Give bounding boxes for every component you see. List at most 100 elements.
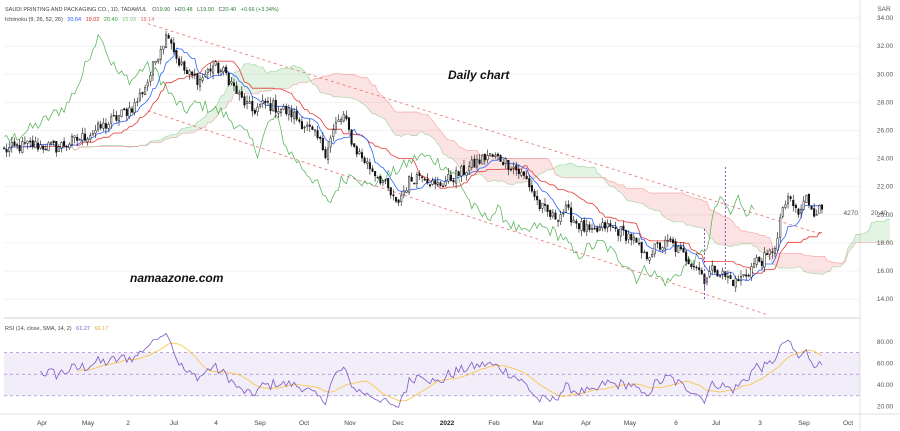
candle-body — [494, 154, 497, 157]
cloud-segment — [589, 166, 593, 178]
cloud-segment — [458, 146, 462, 170]
price-tick-label: 24.00 — [877, 156, 894, 163]
cloud-segment — [811, 255, 815, 274]
cloud-segment — [727, 217, 731, 247]
cloud-segment — [304, 71, 308, 83]
candle-body — [577, 223, 580, 230]
candle-body — [415, 174, 418, 184]
cloud-segment — [450, 140, 454, 160]
candle-body — [507, 160, 510, 170]
cloud-segment — [388, 101, 391, 129]
cloud-segment — [390, 105, 394, 133]
candle-body — [405, 190, 408, 193]
cloud-segment — [542, 158, 545, 174]
cloud-segment — [594, 167, 598, 178]
cloud-segment — [884, 219, 888, 243]
cloud-segment — [822, 256, 825, 275]
candle-body — [400, 195, 403, 202]
candle-body — [232, 82, 236, 87]
time-tick-label: Oct — [299, 420, 309, 427]
ichimoku-legend-label: Ichimoku (9, 26, 52, 26) — [5, 17, 63, 23]
candle-body — [789, 196, 792, 199]
candle-body — [457, 171, 460, 177]
cloud-segment — [759, 234, 762, 252]
candle-body — [590, 228, 594, 230]
candle-body — [604, 222, 607, 229]
candle-body — [358, 151, 361, 154]
ichimoku-lines — [3, 33, 890, 287]
rsi-legend-label: RSI (14, close, SMA, 14, 2) — [5, 326, 72, 332]
candle-body — [133, 102, 136, 113]
price-axis-ticks: 14.00 16.00 18.00 20.00 22.00 24.00 26.00 28.00… — [877, 15, 894, 303]
candle-body — [538, 199, 541, 209]
rsi-legend[interactable]: RSI (14, close, SMA, 14, 2) 61.27 66.17 — [5, 326, 108, 332]
price-tick-label: 34.00 — [877, 15, 894, 22]
candle-body — [567, 204, 570, 208]
cloud-segment — [312, 78, 315, 85]
candle-body — [460, 166, 463, 177]
candle-body — [26, 140, 29, 144]
candle-body — [632, 236, 635, 241]
rsi-tick-label: 60.00 — [877, 360, 894, 367]
cloud-segment — [539, 158, 543, 174]
cloud-segment — [526, 158, 530, 182]
cloud-segment — [432, 120, 436, 140]
candle-body — [379, 176, 382, 184]
candle-body — [708, 271, 711, 277]
cloud-segment — [714, 211, 718, 244]
time-tick-label: May — [82, 420, 95, 427]
time-tick-label: Jul — [712, 420, 721, 427]
cloud-segment — [623, 184, 626, 200]
cloud-segment — [592, 166, 595, 178]
candle-body — [73, 135, 76, 138]
candle-body — [144, 87, 147, 96]
cloud-segment — [456, 142, 459, 167]
cloud-segment — [380, 94, 383, 119]
cloud-segment — [362, 77, 365, 105]
cloud-segment — [581, 166, 585, 178]
cloud-segment — [769, 237, 773, 264]
candle-body — [737, 279, 740, 282]
candle-body — [235, 85, 238, 94]
price-tick-label: 26.00 — [877, 127, 894, 134]
cloud-segment — [427, 114, 430, 136]
cloud-segment — [659, 192, 663, 216]
rsi-value: 61.27 — [76, 326, 90, 332]
cloud-segment — [351, 74, 355, 99]
cloud-segment — [155, 140, 159, 143]
cloud-segment — [398, 111, 402, 137]
cloud-segment — [547, 158, 551, 170]
candle-body — [593, 227, 596, 230]
cloud-segment — [98, 145, 101, 147]
ichimoku-legend[interactable]: Ichimoku (9, 26, 52, 26) 20.64 19.02 20.… — [5, 17, 154, 23]
cloud-segment — [419, 112, 423, 133]
candle-body — [384, 179, 387, 181]
cloud-segment — [531, 158, 535, 179]
cloud-segment — [568, 163, 572, 178]
cloud-segment — [832, 262, 836, 267]
candle-body — [397, 199, 400, 203]
cloud-segment — [226, 82, 229, 108]
candle-body — [468, 166, 471, 172]
cloud-segment — [814, 256, 817, 274]
cloud-segment — [265, 71, 268, 92]
candle-body — [439, 182, 442, 186]
candle-body — [204, 73, 207, 77]
cloud-segment — [874, 221, 877, 243]
candle-body — [627, 233, 630, 240]
candle-body — [564, 204, 567, 213]
cloud-segment — [424, 114, 428, 135]
cloud-segment — [492, 155, 496, 181]
cloud-segment — [220, 94, 224, 110]
cloud-segment — [605, 177, 608, 185]
candle-body — [287, 107, 290, 116]
candle-body — [209, 68, 212, 72]
candle-body — [246, 101, 249, 104]
cloud-segment — [145, 144, 148, 146]
candle-body — [695, 266, 698, 269]
cloud-segment — [612, 181, 616, 189]
candle-body — [154, 60, 157, 64]
cloud-segment — [448, 139, 451, 158]
cloud-segment — [686, 195, 689, 226]
